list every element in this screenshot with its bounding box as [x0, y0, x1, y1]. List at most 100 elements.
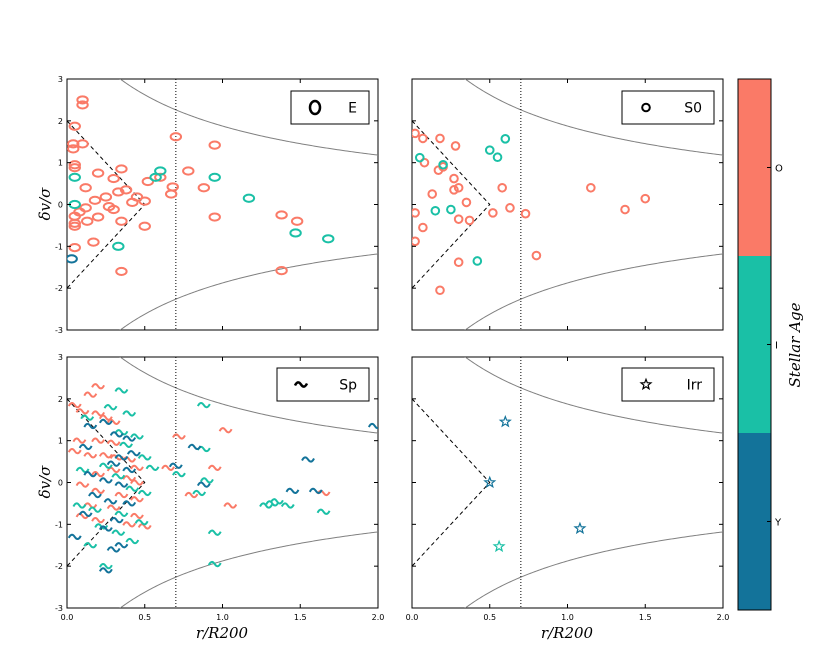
data-point-O — [122, 456, 137, 463]
x-tick-label: 1.5 — [639, 613, 652, 622]
data-point-O — [207, 464, 222, 471]
y-tick-label: 2 — [58, 395, 63, 404]
ylabel-bottom-text: δv/σ — [36, 465, 54, 499]
y-tick-label: 0 — [58, 201, 63, 210]
data-point-O — [98, 452, 113, 459]
caustic-upper — [119, 357, 378, 434]
data-point-I — [492, 539, 506, 553]
data-point-O — [75, 481, 90, 488]
y-tick-label: -2 — [55, 284, 63, 293]
data-point-Y — [114, 454, 129, 461]
colorbar-segment-I — [738, 256, 771, 433]
data-point-O — [87, 237, 100, 247]
caustic-lower — [464, 253, 723, 330]
x-tick-label: 1.5 — [294, 613, 307, 622]
data-point-O — [99, 192, 113, 202]
xlabel-left: r/R200 — [196, 624, 249, 642]
data-point-I — [88, 506, 102, 513]
data-point-I — [72, 502, 87, 509]
dashed-region — [67, 398, 146, 567]
data-point-O — [67, 448, 82, 455]
x-tick-label: 0.0 — [61, 613, 74, 622]
data-point-Y — [98, 567, 113, 574]
data-point-O — [138, 221, 151, 231]
data-point-I — [316, 508, 331, 515]
data-point-O — [83, 502, 98, 509]
data-point-Y — [187, 443, 202, 451]
data-point-O — [88, 195, 102, 205]
data-point-I — [484, 145, 495, 155]
data-point-O — [107, 204, 120, 215]
data-point-O — [464, 215, 475, 226]
caustic-upper — [119, 79, 378, 156]
data-point-O — [107, 173, 120, 184]
data-point-I — [122, 410, 137, 417]
data-point-O — [184, 491, 199, 499]
data-point-O — [75, 512, 90, 520]
data-point-I — [280, 502, 295, 509]
data-point-O — [412, 236, 420, 247]
dashed-region — [412, 120, 491, 289]
data-point-O — [83, 452, 98, 459]
data-point-I — [114, 429, 129, 436]
data-point-O — [130, 464, 144, 471]
caustic-lower — [119, 531, 378, 608]
legend-box — [290, 90, 370, 125]
data-point-I — [98, 563, 113, 570]
data-point-O — [76, 139, 89, 149]
data-point-O — [620, 204, 630, 215]
y-tick-label: -3 — [55, 604, 63, 613]
data-point-O — [412, 128, 420, 139]
data-point-O — [164, 189, 178, 199]
data-point-O — [76, 95, 89, 105]
data-point-I — [125, 485, 140, 492]
data-point-O — [172, 433, 186, 440]
data-point-O — [68, 221, 81, 231]
colorbar-tick-label: Y — [774, 518, 782, 529]
data-point-Y — [106, 460, 121, 467]
data-point-O — [91, 517, 105, 524]
panel-lenticular: S0 — [411, 78, 724, 331]
data-point-O — [130, 512, 144, 520]
caustic-upper — [464, 357, 723, 434]
data-point-O — [449, 185, 459, 195]
panel-spiral: 0.0 0.5 1.0 1.5 2.0 3 2 1 0 -1 -2 -3 Sp — [55, 353, 384, 622]
data-point-I — [68, 172, 81, 182]
x-tick-label: 2.0 — [717, 613, 730, 622]
data-point-I — [83, 542, 98, 549]
data-point-I — [500, 134, 511, 144]
xlabel-right: r/R200 — [541, 624, 594, 642]
data-point-O — [419, 157, 430, 168]
legend-box — [276, 367, 370, 402]
data-point-Y — [367, 422, 378, 430]
data-point-O — [79, 183, 92, 193]
y-tick-label: -3 — [55, 326, 63, 335]
data-point-O — [138, 196, 151, 206]
data-point-I — [125, 537, 140, 545]
data-point-I — [114, 387, 129, 394]
data-point-O — [112, 187, 125, 197]
data-point-O — [169, 132, 183, 142]
data-point-I — [200, 477, 214, 484]
ylabel-top-text: δv/σ — [36, 187, 54, 221]
data-point-O — [208, 212, 221, 222]
data-point-O — [275, 265, 288, 276]
legend-marker — [293, 381, 309, 388]
data-point-I — [111, 473, 126, 480]
data-point-I — [137, 489, 152, 497]
data-point-O — [497, 182, 507, 193]
data-point-O — [161, 464, 175, 471]
data-point-Y — [67, 533, 82, 541]
y-tick-label: 1 — [58, 437, 63, 446]
colorbar-segment-Y — [738, 433, 771, 610]
data-point-Y — [114, 542, 129, 549]
data-point-Y — [103, 498, 118, 505]
data-point-O — [67, 144, 80, 154]
data-point-O — [115, 216, 128, 226]
data-point-O — [75, 408, 90, 415]
data-point-Y — [88, 491, 102, 499]
data-point-Y — [483, 475, 497, 489]
colorbar-tick-label: O — [775, 164, 783, 175]
legend-marker — [639, 377, 653, 391]
data-point-I — [119, 441, 133, 448]
